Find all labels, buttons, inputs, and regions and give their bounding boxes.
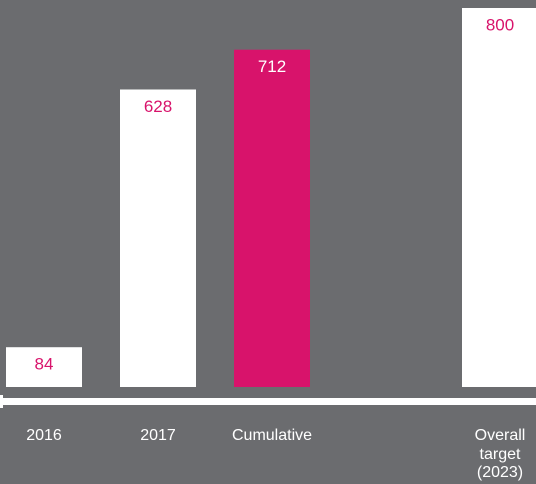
- bar: [120, 89, 196, 388]
- axis-line: [0, 398, 536, 405]
- value-label: 84: [35, 355, 54, 374]
- axis-notch: [0, 395, 3, 408]
- bar: [234, 49, 310, 387]
- bar: [6, 347, 82, 387]
- value-label: 628: [144, 97, 172, 116]
- value-label: 800: [486, 15, 514, 34]
- x-tick-label: 2017: [140, 427, 176, 444]
- x-tick-label: Cumulative: [231, 427, 313, 444]
- x-tick-label: 2016: [26, 427, 62, 444]
- bar: [462, 8, 536, 387]
- x-tick-label: Overall target (2023): [474, 427, 526, 481]
- value-label: 712: [258, 57, 286, 76]
